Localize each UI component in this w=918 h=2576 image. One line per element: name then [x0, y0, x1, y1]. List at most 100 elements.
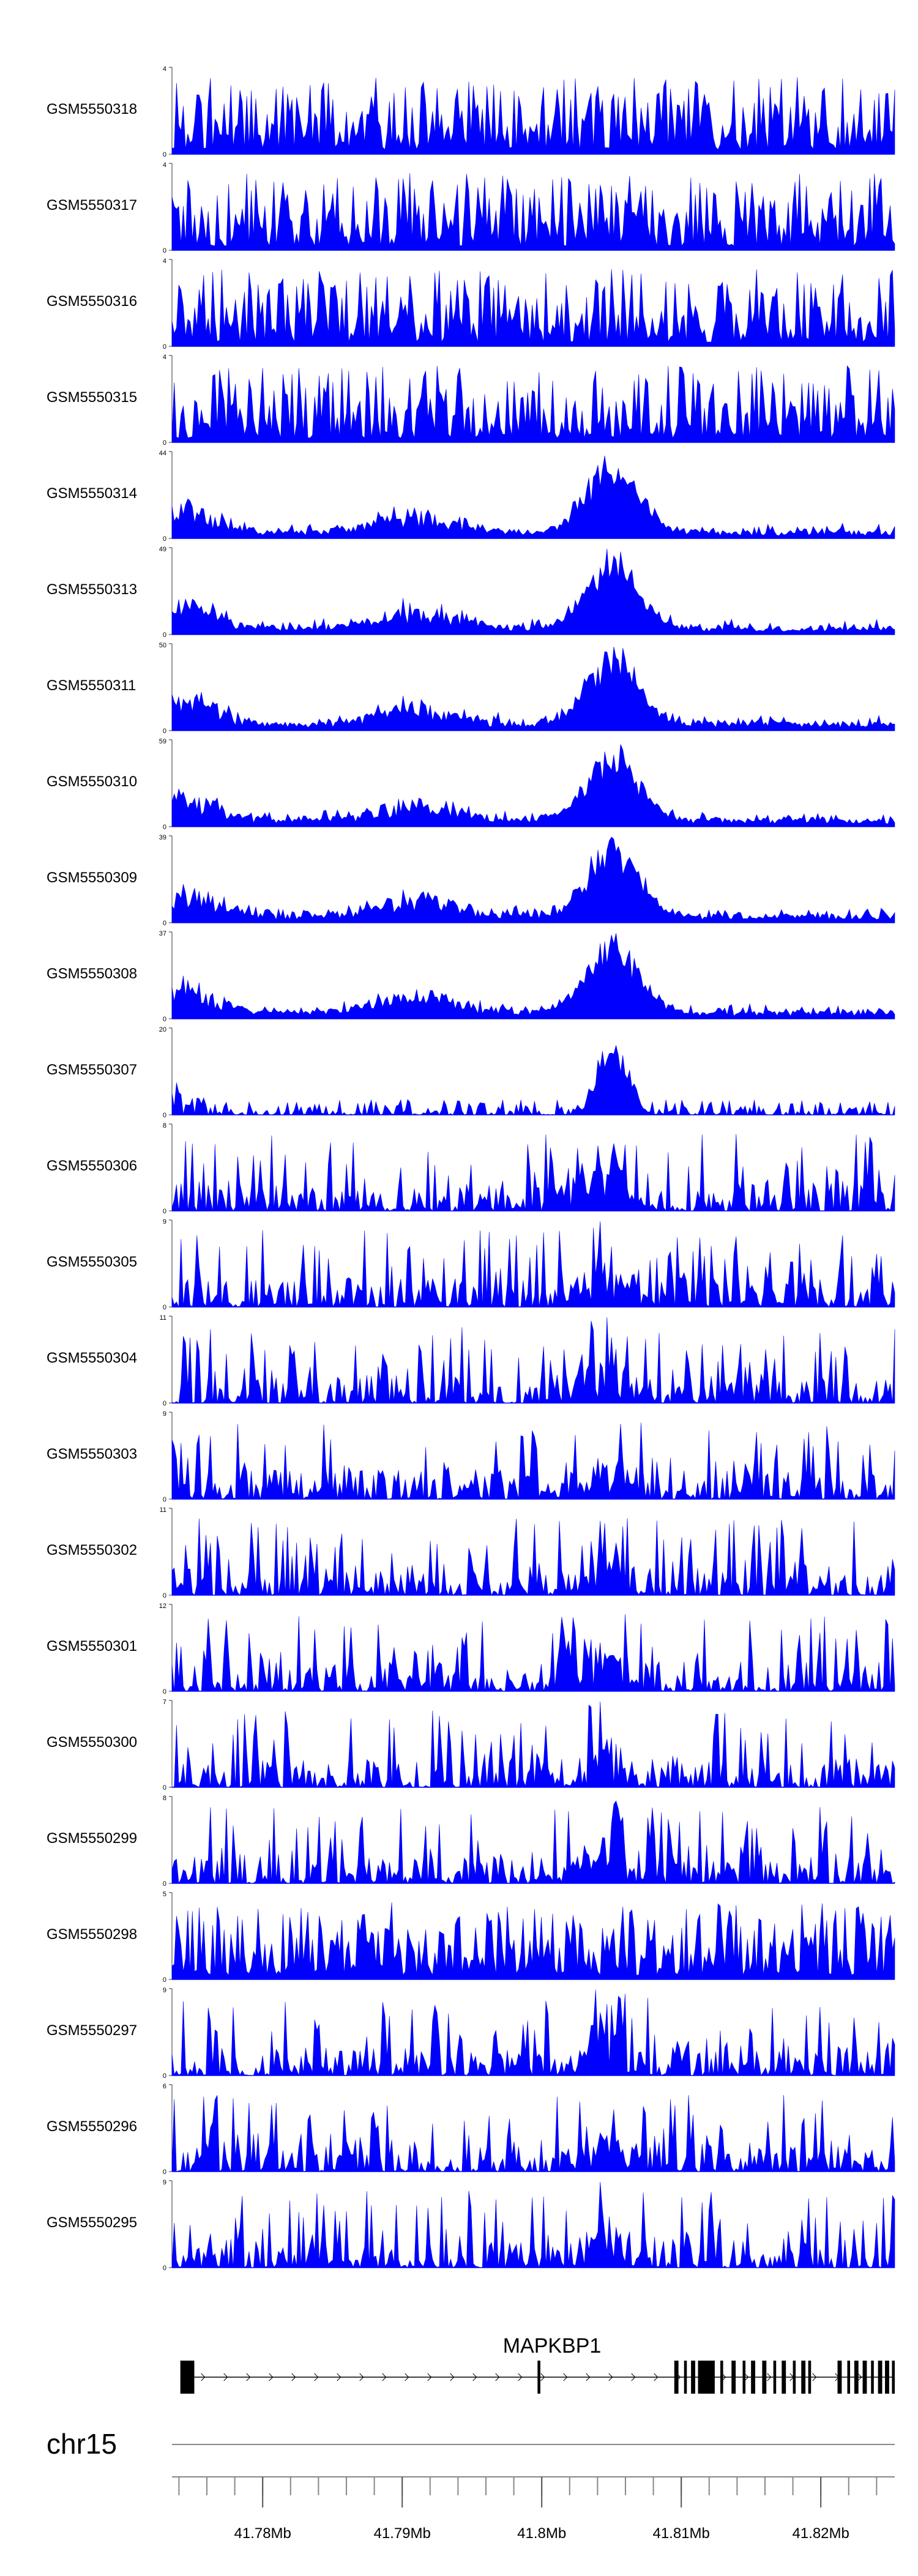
track-label: GSM5550316	[47, 293, 137, 310]
track-GSM5550316: GSM5550316 4 0	[47, 258, 895, 351]
y-min-label: 0	[163, 824, 166, 831]
strand-arrow	[654, 2373, 659, 2381]
track-label: GSM5550308	[47, 966, 137, 982]
y-max-label: 9	[163, 1987, 166, 1994]
strand-arrow	[586, 2373, 591, 2381]
coverage-area	[171, 1317, 895, 1404]
coverage-area	[171, 455, 895, 539]
coverage-area	[171, 1134, 895, 1212]
strand-arrow	[518, 2373, 523, 2381]
track-GSM5550297: GSM5550297 9 0	[47, 1987, 895, 2080]
track-label: GSM5550295	[47, 2214, 137, 2231]
y-min-label: 0	[163, 1592, 166, 1599]
y-min-label: 0	[163, 1496, 166, 1503]
exon	[698, 2361, 715, 2394]
track-GSM5550313: GSM5550313 49 0	[47, 546, 895, 639]
gene-name-label: MAPKBP1	[503, 2334, 602, 2358]
exon	[742, 2361, 746, 2394]
strand-arrow	[722, 2373, 726, 2381]
axis-tick-label: 41.78Mb	[234, 2525, 291, 2542]
coverage-area	[171, 2094, 895, 2172]
coverage-area	[171, 1045, 895, 1116]
y-min-label: 0	[163, 343, 166, 351]
track-label: GSM5550307	[47, 1062, 137, 1078]
track-label: GSM5550304	[47, 1350, 137, 1366]
track-GSM5550307: GSM5550307 20 0	[47, 1026, 895, 1119]
track-label: GSM5550313	[47, 581, 137, 598]
strand-arrow	[608, 2373, 613, 2381]
gene-track: MAPKBP1	[180, 2334, 895, 2394]
exon	[878, 2361, 883, 2394]
strand-arrow	[269, 2373, 274, 2381]
coverage-area	[171, 744, 895, 827]
strand-arrow	[427, 2373, 432, 2381]
genome-axis: chr15 41.78Mb 41.79Mb 41.8Mb 41.81Mb 41.82Mb	[47, 2428, 895, 2542]
y-max-label: 37	[159, 930, 166, 937]
axis-tick-label: 41.81Mb	[652, 2525, 709, 2542]
strand-arrow	[563, 2373, 568, 2381]
track-GSM5550315: GSM5550315 4 0	[47, 354, 895, 447]
y-min-label: 0	[163, 631, 166, 639]
track-label: GSM5550309	[47, 869, 137, 886]
axis-tick-label: 41.79Mb	[373, 2525, 430, 2542]
track-GSM5550318: GSM5550318 4 0	[47, 65, 895, 158]
coverage-area	[171, 646, 895, 731]
exon	[180, 2361, 195, 2394]
coverage-area	[171, 1518, 895, 1596]
y-max-label: 44	[159, 450, 166, 457]
y-max-label: 8	[163, 1795, 166, 1802]
y-min-label: 0	[163, 1016, 166, 1023]
y-max-label: 50	[159, 642, 166, 649]
y-max-label: 4	[163, 354, 166, 361]
coverage-area	[171, 2181, 895, 2268]
strand-arrow	[337, 2373, 341, 2381]
coverage-area	[171, 1800, 895, 1884]
track-label: GSM5550298	[47, 1926, 137, 1943]
exon	[782, 2361, 786, 2394]
exon	[854, 2361, 859, 2394]
exon	[871, 2361, 874, 2394]
strand-arrow	[223, 2373, 228, 2381]
strand-arrow	[291, 2373, 296, 2381]
track-label: GSM5550311	[47, 677, 136, 694]
track-GSM5550299: GSM5550299 8 0	[47, 1795, 895, 1888]
exon	[731, 2361, 736, 2394]
track-label: GSM5550297	[47, 2022, 137, 2039]
track-GSM5550296: GSM5550296 6 0	[47, 2083, 895, 2176]
track-label: GSM5550310	[47, 773, 137, 790]
strand-arrow	[450, 2373, 455, 2381]
track-label: GSM5550305	[47, 1254, 137, 1270]
y-min-label: 0	[163, 1208, 166, 1215]
track-label: GSM5550317	[47, 197, 137, 214]
coverage-area	[171, 836, 895, 923]
y-min-label: 0	[163, 247, 166, 255]
strand-arrow	[246, 2373, 251, 2381]
y-max-label: 6	[163, 2083, 166, 2090]
exon	[801, 2361, 806, 2394]
coverage-area	[171, 1221, 895, 1308]
track-GSM5550302: GSM5550302 11 0	[47, 1506, 895, 1599]
y-max-label: 39	[159, 834, 166, 841]
track-label: GSM5550306	[47, 1158, 137, 1174]
coverage-area	[171, 1614, 895, 1692]
y-max-label: 4	[163, 258, 166, 265]
exon	[808, 2361, 812, 2394]
coverage-area	[171, 1422, 895, 1500]
track-GSM5550306: GSM5550306 8 0	[47, 1122, 895, 1215]
track-label: GSM5550303	[47, 1446, 137, 1462]
strand-arrow	[744, 2373, 749, 2381]
y-max-label: 8	[163, 1122, 166, 1130]
track-GSM5550301: GSM5550301 12 0	[47, 1603, 895, 1696]
exon	[773, 2361, 777, 2394]
track-label: GSM5550299	[47, 1830, 137, 1847]
track-label: GSM5550315	[47, 389, 137, 406]
y-min-label: 0	[163, 1976, 166, 1984]
y-min-label: 0	[163, 535, 166, 543]
axis-tick-label: 41.8Mb	[517, 2525, 566, 2542]
track-GSM5550300: GSM5550300 7 0	[47, 1699, 895, 1792]
track-GSM5550295: GSM5550295 9 0	[47, 2179, 895, 2272]
y-min-label: 0	[163, 1400, 166, 1407]
coverage-area	[171, 269, 895, 347]
coverage-area	[171, 173, 895, 251]
